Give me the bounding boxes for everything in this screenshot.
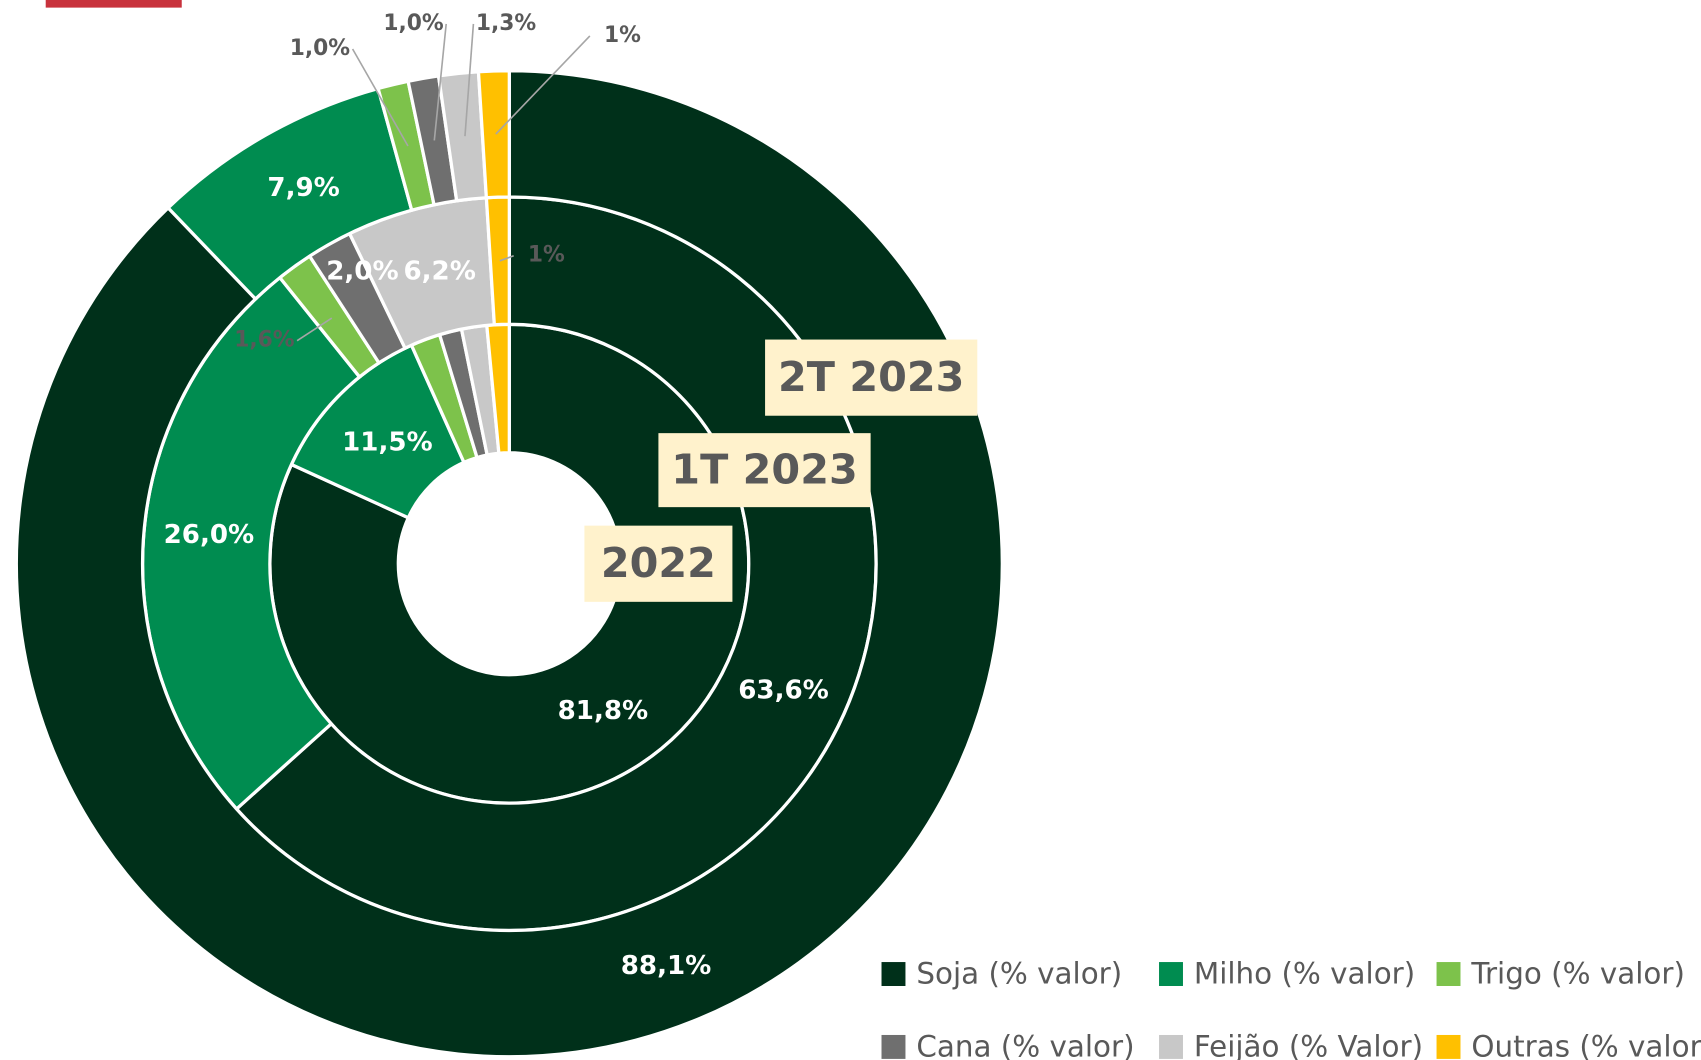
ring-label: 1T 2023	[671, 445, 857, 493]
ring-label: 2T 2023	[778, 353, 964, 401]
legend-label: Trigo (% valor)	[1470, 957, 1685, 991]
ring-label-box	[584, 525, 733, 602]
data-label: 7,9%	[267, 173, 339, 203]
data-label: 1,0%	[383, 11, 444, 36]
data-label: 6,2%	[403, 257, 475, 287]
donut-hole	[398, 452, 621, 675]
legend-swatch	[1159, 1034, 1183, 1059]
ring-label-box	[658, 433, 871, 508]
data-label: 26,0%	[164, 520, 255, 550]
data-label: 1,3%	[476, 11, 537, 36]
ring-label-box	[765, 339, 978, 416]
header-accent	[45, 0, 182, 8]
leader-line	[495, 35, 591, 135]
leader-line	[464, 23, 475, 137]
data-label: 1%	[604, 23, 641, 48]
leader-line	[433, 23, 448, 141]
ring-label: 2022	[601, 539, 716, 587]
leader-line	[296, 317, 333, 342]
data-label: 63,6%	[738, 676, 829, 706]
data-label: 81,8%	[558, 696, 649, 726]
donut-slice	[476, 69, 511, 200]
leader-line	[499, 254, 514, 262]
legend-swatch	[881, 962, 906, 986]
data-label: 2,0%	[326, 257, 398, 287]
legend-swatch	[881, 1034, 906, 1059]
data-label: 1,6%	[234, 328, 295, 353]
leader-line	[351, 48, 409, 147]
legend-swatch	[1436, 1034, 1461, 1059]
legend-label: Outras (% valor)	[1471, 1030, 1701, 1060]
legend-label: Cana (% valor)	[916, 1030, 1134, 1060]
data-label: 88,1%	[621, 951, 712, 981]
data-label: 1%	[528, 243, 565, 268]
data-label: 1,0%	[290, 36, 351, 61]
legend-label: Milho (% valor)	[1194, 957, 1415, 991]
legend-label: Feijão (% Valor)	[1194, 1030, 1423, 1060]
legend-swatch	[1436, 962, 1461, 986]
donut-slice	[14, 69, 1004, 1059]
data-label: 11,5%	[342, 427, 433, 457]
legend-swatch	[1159, 962, 1183, 986]
legend-label: Soja (% valor)	[916, 957, 1122, 991]
